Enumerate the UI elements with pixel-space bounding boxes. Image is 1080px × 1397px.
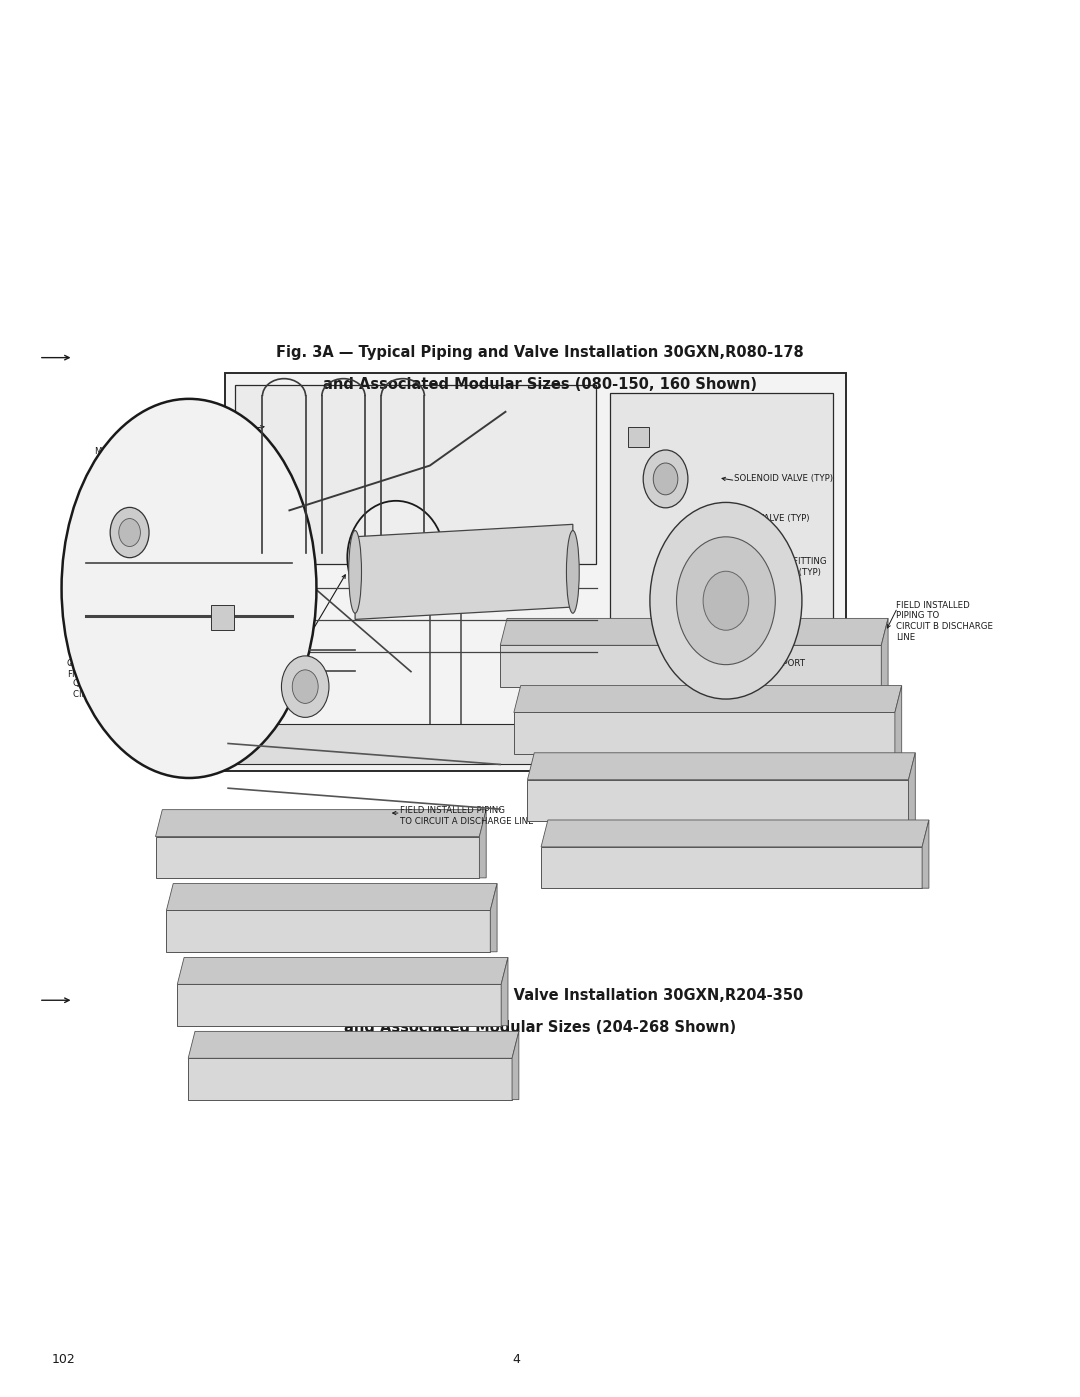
- Text: CIRCUIT B (080-138)
CIRCUIT A (150, 160): CIRCUIT B (080-138) CIRCUIT A (150, 160): [73, 679, 164, 698]
- Polygon shape: [514, 712, 895, 754]
- Polygon shape: [908, 753, 916, 821]
- Bar: [230, 724, 665, 764]
- Text: O-RING SEAL FITTING
AND ADAPTER (TYP): O-RING SEAL FITTING AND ADAPTER (TYP): [734, 557, 827, 577]
- Bar: [627, 427, 649, 447]
- Polygon shape: [501, 957, 508, 1025]
- Polygon shape: [527, 753, 916, 780]
- Polygon shape: [156, 810, 486, 837]
- Polygon shape: [922, 820, 929, 888]
- Text: O-RING SEAL
FITTING: O-RING SEAL FITTING: [67, 659, 123, 679]
- Circle shape: [110, 507, 149, 557]
- Polygon shape: [480, 810, 486, 877]
- Text: MINIMUM LOAD PORT
CIRCUIT A: MINIMUM LOAD PORT CIRCUIT A: [637, 715, 729, 735]
- Polygon shape: [541, 847, 922, 888]
- Polygon shape: [881, 619, 888, 687]
- Text: 4: 4: [512, 1354, 521, 1366]
- Circle shape: [293, 671, 319, 704]
- Polygon shape: [177, 957, 508, 985]
- Ellipse shape: [62, 400, 316, 778]
- Text: DETAIL C: DETAIL C: [160, 673, 202, 682]
- Polygon shape: [355, 524, 572, 619]
- Text: MINIMUM LOAD
CONTROL PORTS: MINIMUM LOAD CONTROL PORTS: [95, 447, 167, 467]
- Bar: [609, 393, 834, 752]
- Circle shape: [119, 518, 140, 546]
- Text: BALL
VALVE: BALL VALVE: [140, 696, 166, 715]
- Circle shape: [676, 536, 775, 665]
- Polygon shape: [188, 1031, 518, 1059]
- Polygon shape: [156, 837, 480, 877]
- Polygon shape: [512, 1031, 518, 1099]
- Polygon shape: [541, 820, 929, 847]
- Circle shape: [644, 450, 688, 509]
- Text: and Associated Modular Sizes (204-268 Shown): and Associated Modular Sizes (204-268 Sh…: [343, 1020, 737, 1035]
- Polygon shape: [500, 645, 881, 687]
- Circle shape: [653, 462, 678, 495]
- Text: CIRCUIT A (080-138)
CIRCUIT B (150, 160): CIRCUIT A (080-138) CIRCUIT B (150, 160): [73, 532, 164, 552]
- Polygon shape: [500, 619, 888, 645]
- Text: and Associated Modular Sizes (080-150, 160 Shown): and Associated Modular Sizes (080-150, 1…: [323, 377, 757, 393]
- Text: FIELD INSTALLED
PIPING TO
CIRCUIT B DISCHARGE
LINE: FIELD INSTALLED PIPING TO CIRCUIT B DISC…: [896, 601, 994, 643]
- Polygon shape: [166, 911, 490, 951]
- Circle shape: [650, 503, 802, 698]
- Polygon shape: [527, 780, 908, 821]
- Bar: [235, 386, 596, 564]
- Ellipse shape: [349, 531, 362, 613]
- Text: Fig. 3A — Typical Piping and Valve Installation 30GXN,R080-178: Fig. 3A — Typical Piping and Valve Insta…: [276, 345, 804, 360]
- Polygon shape: [188, 1059, 512, 1099]
- Text: 102: 102: [52, 1354, 76, 1366]
- Circle shape: [282, 657, 329, 718]
- Ellipse shape: [348, 502, 445, 615]
- Text: SOLENOID
VALVE: SOLENOID VALVE: [246, 665, 292, 685]
- Polygon shape: [166, 883, 497, 911]
- Text: SEE DETAIL C: SEE DETAIL C: [356, 573, 415, 581]
- Polygon shape: [895, 686, 902, 754]
- Polygon shape: [514, 686, 902, 712]
- Text: Fig. 3B — Typical Piping and Valve Installation 30GXN,R204-350: Fig. 3B — Typical Piping and Valve Insta…: [276, 988, 804, 1003]
- Ellipse shape: [566, 531, 579, 613]
- Text: BALL VALVE (TYP): BALL VALVE (TYP): [734, 514, 810, 522]
- Text: MINIMUM LOAD PORT
CIRCUIT B: MINIMUM LOAD PORT CIRCUIT B: [713, 659, 805, 679]
- Text: FIELD INSTALLED PIPING
TO CIRCUIT A DISCHARGE LINE: FIELD INSTALLED PIPING TO CIRCUIT A DISC…: [400, 806, 534, 826]
- Circle shape: [703, 571, 748, 630]
- Polygon shape: [177, 985, 501, 1025]
- Bar: [225, 373, 846, 771]
- Bar: [211, 605, 234, 630]
- Polygon shape: [490, 883, 497, 951]
- Text: SOLENOID VALVE (TYP): SOLENOID VALVE (TYP): [734, 474, 834, 482]
